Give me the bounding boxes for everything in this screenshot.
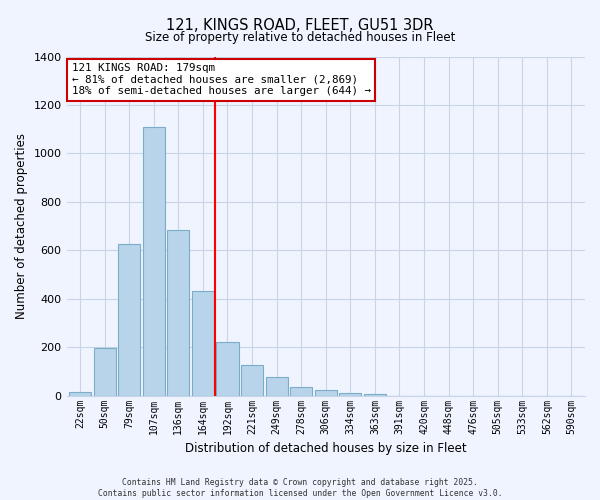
- Bar: [69, 392, 91, 396]
- Bar: [143, 127, 165, 396]
- Bar: [94, 348, 116, 396]
- Bar: [364, 394, 386, 396]
- Bar: [339, 393, 361, 396]
- Text: Size of property relative to detached houses in Fleet: Size of property relative to detached ho…: [145, 31, 455, 44]
- Bar: [290, 387, 312, 396]
- Bar: [266, 378, 287, 396]
- Bar: [192, 292, 214, 396]
- Bar: [241, 366, 263, 396]
- Bar: [217, 342, 239, 396]
- X-axis label: Distribution of detached houses by size in Fleet: Distribution of detached houses by size …: [185, 442, 467, 455]
- Bar: [167, 230, 190, 396]
- Text: Contains HM Land Registry data © Crown copyright and database right 2025.
Contai: Contains HM Land Registry data © Crown c…: [98, 478, 502, 498]
- Text: 121 KINGS ROAD: 179sqm
← 81% of detached houses are smaller (2,869)
18% of semi-: 121 KINGS ROAD: 179sqm ← 81% of detached…: [72, 64, 371, 96]
- Bar: [315, 390, 337, 396]
- Bar: [118, 244, 140, 396]
- Y-axis label: Number of detached properties: Number of detached properties: [15, 133, 28, 319]
- Text: 121, KINGS ROAD, FLEET, GU51 3DR: 121, KINGS ROAD, FLEET, GU51 3DR: [166, 18, 434, 32]
